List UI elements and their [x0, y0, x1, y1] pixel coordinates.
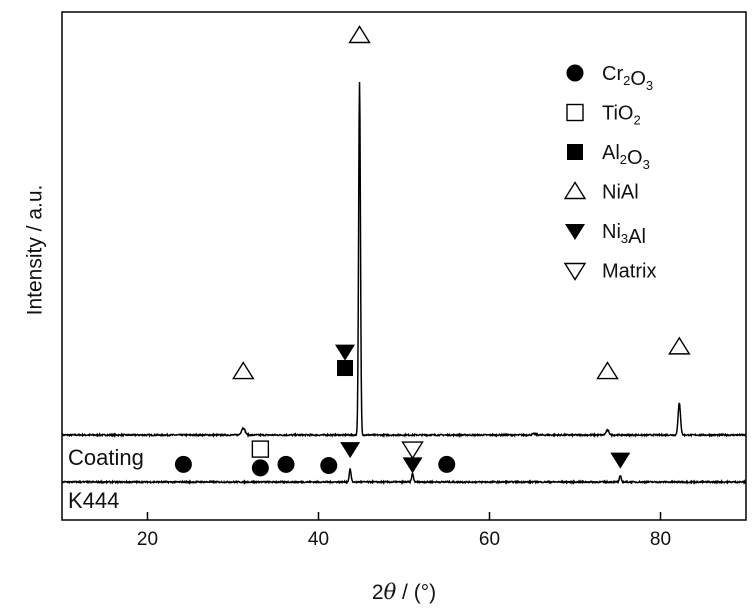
legend-label: Ni3Al [602, 221, 646, 248]
plot-frame [61, 11, 747, 521]
marker-filled-triangle-down-k444-5 [340, 442, 361, 459]
legend-marker-filled-square [567, 144, 583, 160]
marker-filled-square-coating-1 [337, 360, 354, 377]
x-axis-label-prefix: 2 [372, 581, 384, 604]
legend-item-4: Ni3Al [565, 221, 646, 248]
marker-filled-circle-k444-2 [251, 459, 269, 477]
x-tick-label: 40 [308, 529, 329, 550]
legend-label: TiO2 [602, 103, 641, 128]
marker-filled-triangle-down-k444-7 [402, 457, 423, 474]
trace-label-k444: K444 [68, 488, 119, 513]
legend-item-1: TiO2 [566, 103, 641, 128]
marker-open-triangle-up-coating-5 [668, 336, 691, 355]
marker-filled-circle-k444-8 [438, 455, 456, 473]
marker-filled-circle-k444-4 [320, 457, 338, 475]
x-axis-ticks: 20 40 60 80 [137, 512, 671, 550]
legend: Cr2O3 TiO2 Al2O3 NiAl Ni3Al Matrix [563, 63, 656, 283]
trace-k444 [61, 468, 747, 486]
legend-item-0: Cr2O3 [566, 63, 653, 93]
x-tick-label: 60 [479, 529, 500, 550]
marker-filled-triangle-down-coating-2 [335, 344, 356, 361]
x-tick-label: 80 [650, 529, 671, 550]
marker-filled-triangle-down-k444-9 [610, 452, 631, 469]
trace-label-coating: Coating [68, 445, 144, 470]
legend-label: Cr2O3 [602, 63, 653, 93]
legend-marker-open-triangle-down [563, 262, 587, 281]
marker-filled-circle-k444-0 [174, 455, 192, 473]
series-k444: K444 [61, 468, 747, 513]
legend-item-3: NiAl [563, 181, 639, 204]
marker-open-triangle-down-k444-6 [401, 441, 424, 460]
marker-open-triangle-up-coating-3 [348, 25, 371, 44]
x-tick-label: 20 [137, 529, 158, 550]
legend-item-2: Al2O3 [567, 142, 650, 172]
legend-label: Matrix [602, 261, 656, 283]
x-axis-label-symbol: θ [384, 580, 397, 604]
marker-open-triangle-up-coating-0 [231, 361, 255, 380]
trace-coating [61, 81, 747, 439]
legend-label: NiAl [602, 182, 639, 204]
legend-marker-filled-circle [566, 64, 584, 82]
series-coating: Coating [61, 81, 747, 470]
legend-marker-open-triangle-up [563, 181, 587, 200]
y-axis-label: Intensity / a.u. [24, 185, 47, 316]
marker-open-square-k444-1 [251, 440, 270, 458]
marker-open-triangle-up-coating-4 [596, 361, 619, 380]
x-axis-label: 2θ / (°) [372, 580, 436, 604]
y-axis-title: Intensity / a.u. [24, 185, 47, 316]
x-axis-label-unit: / (°) [396, 581, 436, 604]
legend-marker-open-square [566, 103, 584, 122]
legend-item-5: Matrix [563, 261, 656, 283]
series-group: Coating K444 [61, 81, 747, 513]
legend-label: Al2O3 [602, 142, 650, 172]
legend-marker-filled-triangle-down [565, 224, 585, 240]
marker-filled-circle-k444-3 [277, 455, 295, 473]
peak-markers [174, 25, 691, 477]
